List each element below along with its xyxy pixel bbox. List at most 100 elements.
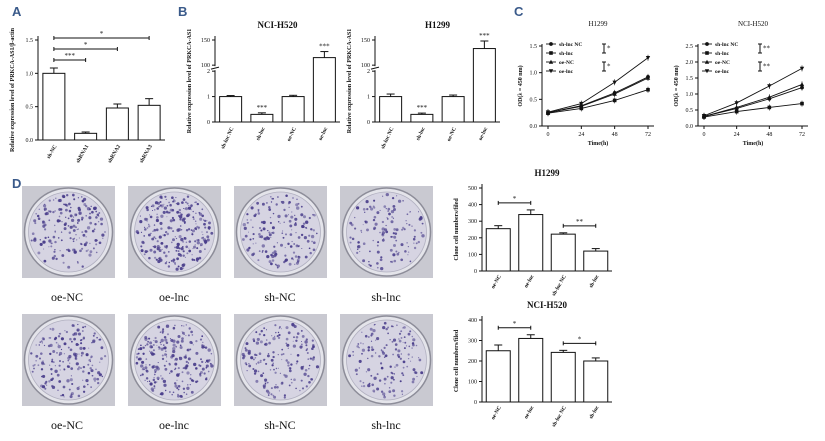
colony [85,378,89,383]
colony [95,251,98,254]
colony [33,238,37,242]
colony [43,259,47,263]
colony [411,335,414,338]
colony [394,232,398,235]
colony [376,387,380,391]
colony [206,231,208,234]
colony [246,213,249,216]
legend-significance: ** [763,63,771,71]
y-tick-label: 0.0 [26,138,34,144]
colony [288,206,290,208]
colony [103,354,107,358]
colony [404,250,407,253]
colony [148,256,151,260]
colony [285,359,288,362]
colony [144,250,148,254]
colony [248,246,251,250]
colony [246,248,250,252]
panel-letter-c: C [514,4,524,19]
colony [87,371,91,375]
colony [175,197,177,199]
colony [284,233,288,236]
colony [392,217,395,219]
colony [51,256,55,260]
colony [191,258,194,261]
colony [185,360,188,364]
colony [420,371,424,375]
category-label: shRNA2 [107,144,122,164]
colony [100,373,102,376]
colony [272,362,274,365]
colony [185,229,189,232]
colony [266,236,269,239]
colony [45,384,48,386]
colony [308,380,311,384]
colony [41,385,46,389]
colony [305,338,308,341]
colony [186,214,190,218]
bar-oe-lnc [518,337,544,403]
colony [295,244,299,248]
colony [364,211,366,213]
colony [376,244,379,247]
colony [156,367,160,371]
colony [186,252,189,255]
colony [252,233,255,236]
y-tick-label: 2 [207,69,210,75]
colony [253,372,257,375]
colony [165,245,168,248]
colony [181,371,184,374]
colony-dish-image [23,187,114,277]
colony [390,371,393,374]
colony [164,195,167,198]
colony [158,348,160,350]
colony [157,325,161,329]
colony [382,195,384,197]
colony [53,337,57,341]
colony [257,370,260,373]
colony [183,221,186,224]
colony [52,199,55,201]
colony [171,393,173,396]
colony [85,236,87,238]
colony [378,379,382,382]
bar-sh-nc [42,72,66,141]
colony [59,211,63,215]
significance-marker: *** [257,104,268,112]
colony [75,226,77,229]
colony [379,231,381,234]
colony [418,357,420,359]
series-line-sh-lnc [547,89,649,114]
colony [300,367,304,371]
comparison-label: * [513,320,517,328]
colony [183,333,185,335]
y-tick-label: 500 [468,186,477,192]
colony [79,339,82,342]
colony [294,217,298,221]
colony [199,217,203,221]
colony [96,213,100,217]
colony [367,336,370,338]
colony [182,331,185,335]
colony [67,225,70,227]
colony [175,345,178,348]
colony [180,213,183,217]
colony [55,341,58,344]
colony [288,369,292,373]
colony [141,360,145,364]
colony [373,206,376,209]
colony [194,201,196,203]
colony [379,258,383,262]
colony [62,360,64,363]
colony [73,216,75,218]
colony [190,390,194,394]
colony [278,390,280,392]
colony [148,337,151,340]
bar-sh-lnc [583,360,609,403]
colony [40,352,43,355]
colony [250,356,254,360]
colony [352,350,354,353]
x-tick-label: 48 [766,132,772,138]
colony [95,243,98,246]
colony [262,227,266,231]
